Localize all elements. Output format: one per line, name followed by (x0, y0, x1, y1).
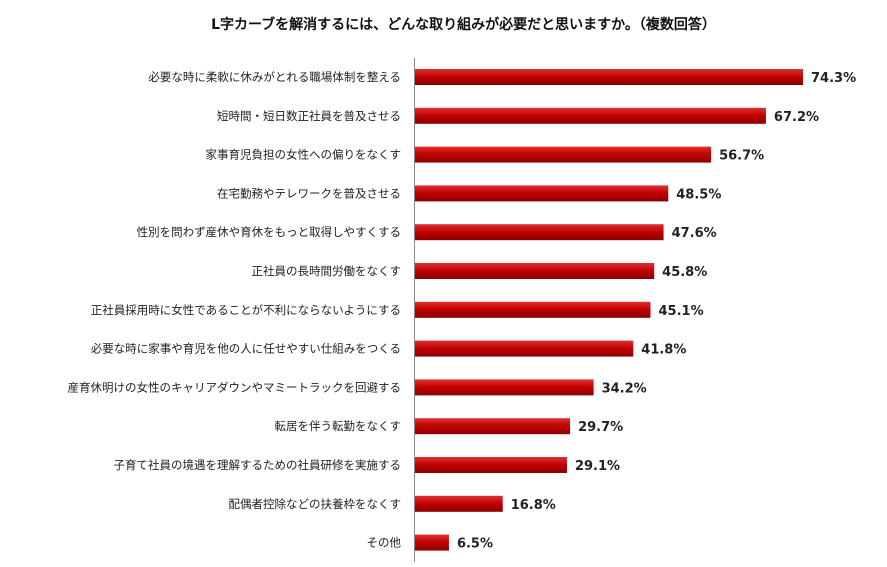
category-label: 産育休明けの女性のキャリアダウンやマミートラックを回避する (68, 380, 402, 394)
bar (415, 418, 571, 435)
bar (415, 534, 449, 551)
bar (415, 457, 567, 473)
category-label: 配偶者控除などの扶養枠をなくす (229, 497, 402, 511)
category-label: 転居を伴う転勤をなくす (275, 419, 402, 433)
category-label: その他 (367, 536, 402, 550)
category-label: 性別を問わず産休や育休をもっと取得しやすくする (137, 225, 401, 239)
value-label: 67.2% (774, 110, 819, 125)
bar (415, 224, 664, 241)
category-label: 正社員の長時間労働をなくす (252, 264, 402, 278)
value-label: 47.6% (672, 226, 717, 241)
value-label: 56.7% (719, 149, 764, 164)
bar (415, 185, 669, 202)
bar (415, 379, 594, 396)
category-label: 正社員採用時に女性であることが不利にならないようにする (91, 303, 401, 317)
bar (415, 495, 503, 512)
value-label: 45.1% (659, 304, 704, 319)
value-label: 34.2% (602, 381, 647, 396)
value-label: 74.3% (811, 71, 856, 86)
bar (415, 69, 803, 85)
value-label: 41.8% (641, 343, 686, 358)
category-label: 必要な時に柔軟に休みがとれる職場体制を整える (148, 70, 401, 84)
bar (415, 263, 655, 279)
value-label: 45.8% (662, 265, 707, 280)
value-label: 6.5% (457, 537, 493, 552)
bar (415, 107, 766, 124)
category-label: 在宅勤務やテレワークを普及させる (217, 186, 401, 200)
category-label: 短時間・短日数正社員を普及させる (217, 109, 401, 123)
chart-title: L字カーブを解消するには、どんな取り組みが必要だと思いますか。（複数回答） (211, 17, 716, 33)
category-label: 必要な時に家事や育児を他の人に任せやすい仕組みをつくる (91, 342, 401, 356)
bar (415, 146, 712, 163)
bar (415, 340, 634, 357)
value-label: 29.1% (575, 459, 620, 474)
category-label: 家事育児負担の女性への偏りをなくす (206, 148, 402, 162)
bar (415, 301, 651, 318)
category-label: 子育て社員の境遇を理解するための社員研修を実施する (114, 458, 402, 472)
value-label: 48.5% (676, 187, 721, 202)
value-label: 16.8% (511, 498, 556, 513)
value-label: 29.7% (578, 420, 623, 435)
